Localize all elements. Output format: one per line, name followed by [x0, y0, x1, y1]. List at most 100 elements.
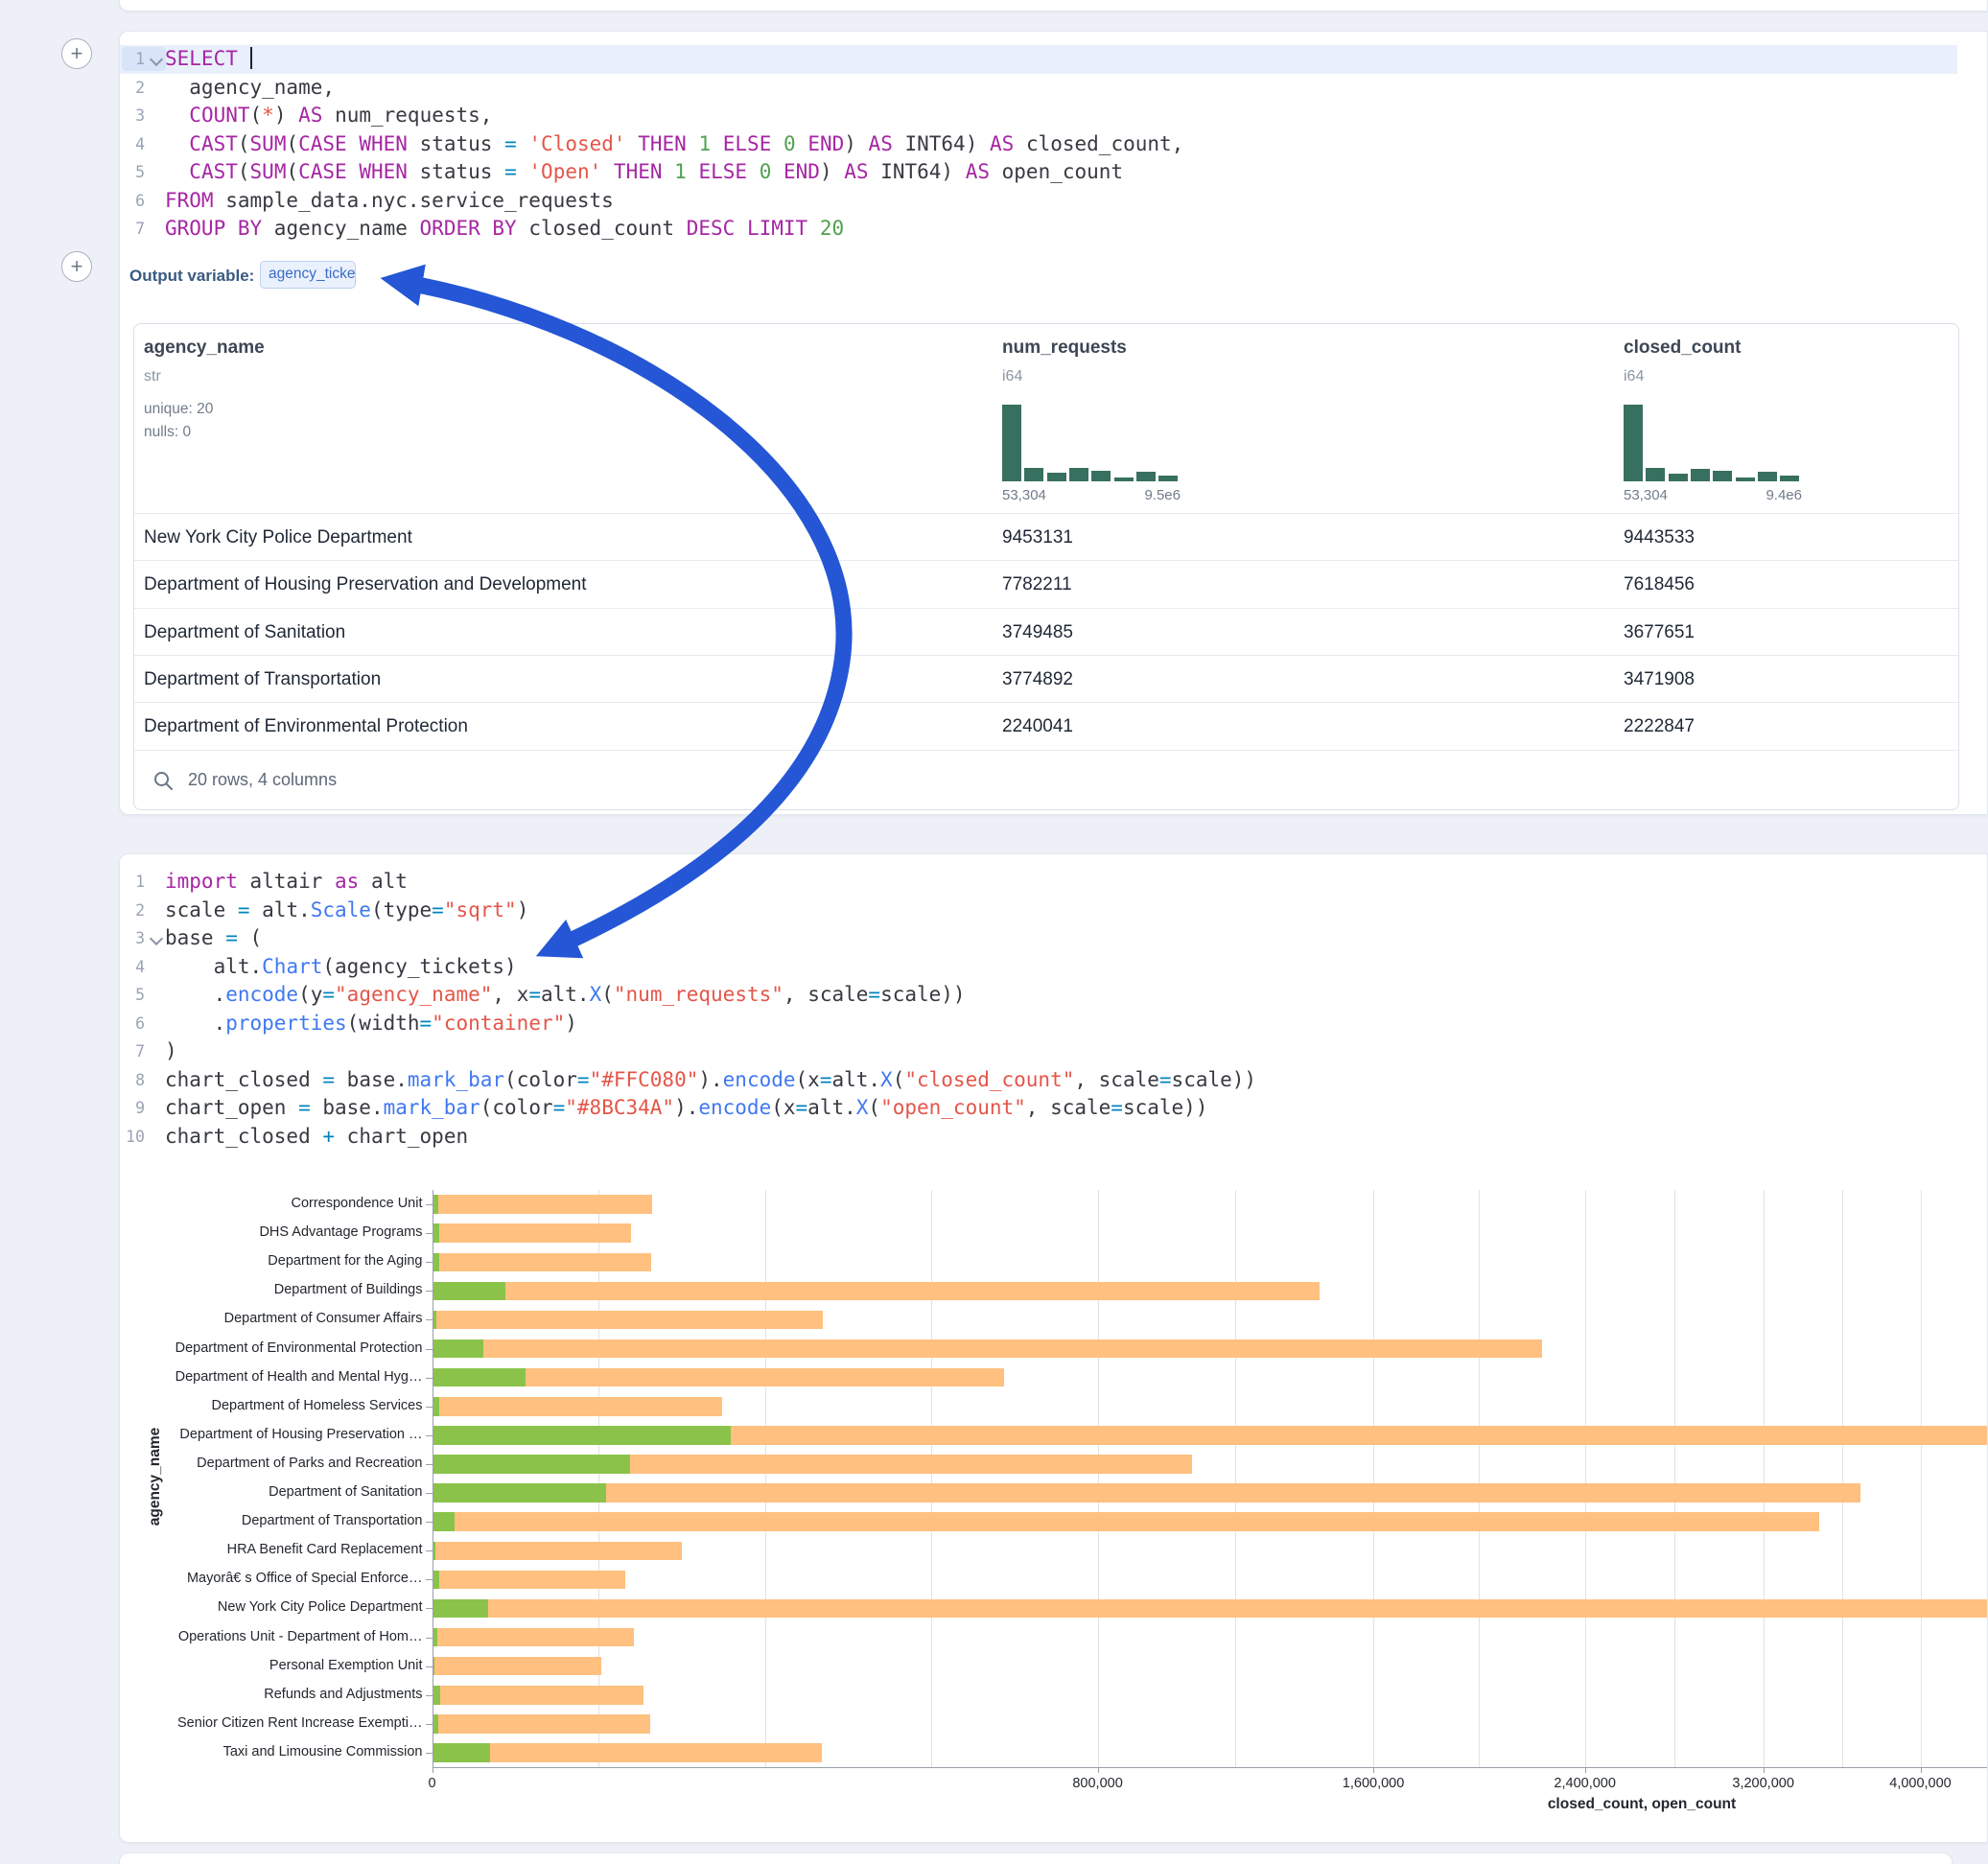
- code-line: 7 GROUP BY agency_name ORDER BY closed_co…: [120, 215, 1957, 244]
- table-row: Department of Sanitation 3749485 3677651: [134, 608, 1958, 655]
- line-number: 4: [120, 130, 145, 159]
- x-tick: [1373, 1767, 1374, 1773]
- table-cell: 3749485: [1002, 609, 1073, 656]
- y-tick: [426, 1579, 433, 1580]
- y-axis-label: Taxi and Limousine Commission: [135, 1744, 423, 1759]
- y-axis-label: Department of Consumer Affairs: [135, 1311, 423, 1326]
- table-summary: 20 rows, 4 columns: [188, 751, 337, 808]
- bar-open: [433, 1223, 439, 1243]
- bar-open: [433, 1571, 439, 1590]
- x-tick: [1585, 1767, 1586, 1773]
- gridline: [598, 1190, 599, 1767]
- bar-open: [433, 1657, 435, 1676]
- y-tick: [426, 1407, 433, 1408]
- bar-open: [433, 1483, 606, 1503]
- y-tick: [426, 1522, 433, 1523]
- table-row: Department of Transportation377489234719…: [134, 655, 1958, 702]
- y-tick: [426, 1378, 433, 1379]
- table-row: Department of Environmental Protection 22…: [134, 702, 1958, 749]
- bar-open: [433, 1397, 439, 1416]
- code-line: 6FROM sample_data.nyc.service_requests: [120, 187, 1957, 216]
- y-tick: [426, 1550, 433, 1551]
- histogram-bar: [1002, 405, 1021, 481]
- bar-open: [433, 1253, 439, 1272]
- x-axis-title: closed_count, open_count: [1402, 1796, 1882, 1813]
- table-cell: 3774892: [1002, 656, 1073, 703]
- x-axis-label: 3,200,000: [1706, 1776, 1821, 1791]
- y-tick: [426, 1204, 433, 1205]
- x-tick: [1098, 1767, 1099, 1773]
- code-text: FROM sample_data.nyc.service_requests: [165, 187, 614, 216]
- bar-closed: [433, 1714, 650, 1734]
- column-header: num_requests: [1002, 338, 1127, 359]
- column-dtype: i64: [1624, 368, 1644, 385]
- x-axis-label: 0: [375, 1776, 490, 1791]
- bar-closed: [433, 1542, 683, 1561]
- column-stat: nulls: 0: [144, 424, 191, 441]
- bar-open: [433, 1426, 731, 1445]
- column-stat: unique: 20: [144, 401, 213, 418]
- y-axis-label: Department of Transportation: [135, 1513, 423, 1528]
- add-cell-button[interactable]: +: [61, 38, 92, 69]
- code-text: SELECT: [165, 45, 252, 74]
- table-cell: Department of Housing Preservation and D…: [144, 561, 587, 608]
- y-axis-label: Department of Buildings: [135, 1282, 423, 1297]
- y-tick: [426, 1233, 433, 1234]
- bar-closed: [433, 1512, 1820, 1531]
- x-axis-label: 2,400,000: [1528, 1776, 1643, 1791]
- y-axis-label: Department of Health and Mental Hyg…: [135, 1369, 423, 1385]
- code-text: agency_name,: [165, 74, 335, 103]
- gridline: [1373, 1190, 1374, 1767]
- code-text: COUNT(*) AS num_requests,: [165, 102, 492, 130]
- bar-open: [433, 1455, 630, 1474]
- column-dtype: i64: [1002, 368, 1022, 385]
- bar-open: [433, 1686, 441, 1705]
- output-variable-value: agency_tickets: [269, 266, 356, 282]
- line-number: 2: [120, 74, 145, 103]
- gridline: [1674, 1190, 1675, 1767]
- add-cell-button[interactable]: +: [61, 251, 92, 282]
- histogram-bar: [1691, 469, 1710, 481]
- y-axis-label: Department of Environmental Protection: [135, 1340, 423, 1356]
- y-tick: [426, 1666, 433, 1667]
- column-histogram: [1624, 405, 1802, 481]
- gridline: [1842, 1190, 1843, 1767]
- gridline: [1764, 1190, 1765, 1767]
- histogram-bar: [1646, 468, 1665, 481]
- y-tick: [426, 1319, 433, 1320]
- sql-editor[interactable]: 1 SELECT 2 agency_name, 3 COUNT(*) AS num_…: [120, 45, 1957, 244]
- table-cell: Department of Environmental Protection: [144, 703, 468, 750]
- code-text: GROUP BY agency_name ORDER BY closed_cou…: [165, 215, 844, 244]
- line-number: 7: [120, 215, 145, 244]
- bar-closed: [433, 1223, 632, 1243]
- line-number: 1: [120, 45, 145, 74]
- bar-closed: [433, 1483, 1860, 1503]
- histogram-min-label: 53,304: [1624, 487, 1668, 503]
- table-cell: 2240041: [1002, 703, 1073, 750]
- table-cell: 7618456: [1624, 561, 1695, 608]
- output-variable-chip[interactable]: agency_tickets: [260, 261, 356, 289]
- x-axis-label: 1,600,000: [1316, 1776, 1431, 1791]
- y-axis-label: Mayorâ€ s Office of Special Enforce…: [135, 1571, 423, 1586]
- table-cell: 3471908: [1624, 656, 1695, 703]
- x-axis-label: 800,000: [1041, 1776, 1156, 1791]
- table-cell: 3677651: [1624, 609, 1695, 656]
- line-number: 3: [120, 102, 145, 130]
- bar-open: [433, 1542, 435, 1561]
- bar-closed: [433, 1686, 643, 1705]
- bar-open: [433, 1311, 436, 1330]
- y-tick: [426, 1695, 433, 1696]
- bar-closed: [433, 1340, 1543, 1359]
- bar-open: [433, 1512, 456, 1531]
- bar-open: [433, 1282, 505, 1301]
- code-line: 4 CAST(SUM(CASE WHEN status = 'Closed' T…: [120, 130, 1957, 159]
- histogram-bar: [1758, 472, 1777, 481]
- y-tick: [426, 1464, 433, 1465]
- search-icon[interactable]: [152, 769, 175, 792]
- histogram-bar: [1158, 476, 1178, 481]
- notebook-canvas: + + 1 SELECT 2 agency_name, 3 COUNT(*) AS …: [0, 0, 1988, 1864]
- histogram-max-label: 9.4e6: [1735, 487, 1802, 503]
- table-cell: Department of Sanitation: [144, 609, 345, 656]
- histogram-max-label: 9.5e6: [1113, 487, 1181, 503]
- y-tick: [426, 1608, 433, 1609]
